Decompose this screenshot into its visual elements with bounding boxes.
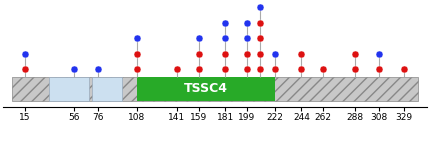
Bar [92, 77, 123, 101]
Bar [137, 77, 275, 101]
Bar [49, 77, 89, 101]
Text: TSSC4: TSSC4 [184, 82, 228, 96]
Bar [12, 77, 418, 101]
